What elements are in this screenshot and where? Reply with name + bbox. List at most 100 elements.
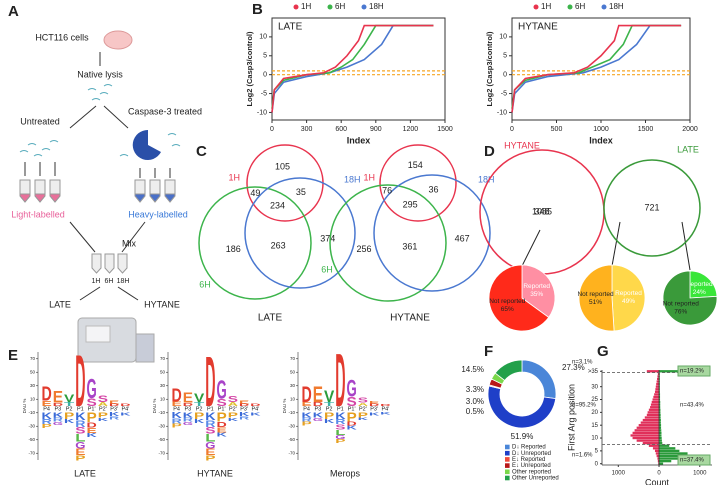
bar xyxy=(659,395,661,399)
y-tick-label: -50 xyxy=(28,437,35,442)
set-label: 1H xyxy=(228,172,240,182)
venn-circle xyxy=(244,177,356,289)
bar xyxy=(659,408,661,411)
y-tick-label: 10 xyxy=(259,34,267,41)
y-tick-label: 50 xyxy=(160,369,166,374)
y-tick-label: -5 xyxy=(501,90,507,97)
bar xyxy=(659,377,660,381)
y-axis-label: DAU % xyxy=(22,399,27,414)
bar xyxy=(656,382,660,386)
logo-letter: K xyxy=(228,417,240,422)
region-count: 348 xyxy=(534,206,549,216)
slice xyxy=(689,270,718,299)
bar xyxy=(659,413,661,417)
series-line xyxy=(511,24,682,113)
logo-letter: P xyxy=(172,424,183,430)
logo-letter: G xyxy=(183,421,194,426)
slice xyxy=(521,264,556,318)
bar xyxy=(657,375,660,378)
logo-letter: G xyxy=(217,375,227,405)
bar xyxy=(659,447,676,450)
logo-letter: P xyxy=(87,409,97,425)
bar xyxy=(659,426,662,429)
slice xyxy=(494,359,523,381)
logo-letter: S xyxy=(87,397,98,409)
arrow xyxy=(79,286,101,301)
bar xyxy=(638,424,660,427)
logo-letter: R xyxy=(335,417,346,426)
bar xyxy=(642,442,660,445)
bar xyxy=(659,424,662,427)
logo-letter: E xyxy=(42,399,52,408)
lysate xyxy=(19,140,59,157)
region-count: 49 xyxy=(250,188,260,198)
bar xyxy=(659,398,661,401)
logo-letter: V xyxy=(194,391,205,405)
logo-letter: K xyxy=(109,412,119,418)
slice-label: Not reported xyxy=(489,298,526,305)
y-tick-label: 0 xyxy=(263,72,267,79)
logo-letter: K xyxy=(347,426,357,432)
position-label: P2' xyxy=(359,406,367,412)
bar xyxy=(652,398,660,401)
logo-letter: K xyxy=(120,411,132,416)
slice-label: Reported xyxy=(523,283,550,290)
legend-label: E↓ Reported xyxy=(512,457,545,463)
annotation-box xyxy=(677,365,711,377)
slice xyxy=(578,264,615,332)
y-tick-label: -10 xyxy=(158,410,165,415)
y-tick-label: 20 xyxy=(591,410,598,416)
legend-swatch xyxy=(505,444,510,450)
logo-letter: P xyxy=(228,410,238,419)
x-axis-label: Index xyxy=(589,135,613,145)
y-tick-label: -30 xyxy=(288,423,295,428)
legend-label: E↓ Unreported xyxy=(512,463,551,469)
cells-label: HCT116 cells xyxy=(35,32,89,42)
tubes-light xyxy=(19,179,61,203)
y-tick-label: 0 xyxy=(503,72,507,79)
series-line xyxy=(511,24,682,109)
y-tick-label: 15 xyxy=(591,423,598,429)
bar xyxy=(659,439,662,442)
logo-letter: K xyxy=(313,410,324,419)
position-label: P3 xyxy=(185,406,192,412)
position-label: P1 xyxy=(337,406,344,412)
y-tick-label: 5 xyxy=(595,448,599,454)
logo-letter: D xyxy=(183,402,195,407)
legend-swatch xyxy=(601,4,607,10)
bar xyxy=(659,462,664,465)
plot-frame xyxy=(271,17,446,121)
logo-letter: D xyxy=(380,403,390,407)
logo-letter: L xyxy=(335,428,346,437)
x-tick-label: 900 xyxy=(370,126,382,133)
logo-letter: P xyxy=(42,424,53,430)
bar xyxy=(636,439,660,442)
bar xyxy=(652,447,660,450)
legend-label: Other reported xyxy=(512,469,551,475)
legend-label: Other Unreported xyxy=(512,476,559,482)
bar xyxy=(644,416,660,419)
position-label: P1' xyxy=(348,406,356,412)
logo-letter: K xyxy=(183,410,194,419)
y-tick-label: 70 xyxy=(30,356,36,361)
y-axis-label: DAU % xyxy=(152,399,157,414)
x-tick-label: 1000 xyxy=(593,126,609,133)
logo-letter: G xyxy=(347,376,357,403)
position-label: P2 xyxy=(66,406,73,412)
arrow xyxy=(69,221,96,253)
series-line xyxy=(271,24,434,113)
region-count: 76 xyxy=(382,185,392,195)
chart-title: LATE xyxy=(258,313,283,324)
legend-label: D↓ Unreported xyxy=(512,451,551,457)
logo-letter: S xyxy=(228,394,239,404)
position-label: P3' xyxy=(110,406,118,412)
series-line xyxy=(271,24,434,109)
arrow xyxy=(121,221,146,253)
slice xyxy=(611,264,646,332)
bar xyxy=(655,388,660,391)
logo-letter: D xyxy=(335,338,345,422)
logo-letter: R xyxy=(42,417,53,426)
y-tick-label: 50 xyxy=(30,369,36,374)
logo-letter: P xyxy=(205,454,215,463)
